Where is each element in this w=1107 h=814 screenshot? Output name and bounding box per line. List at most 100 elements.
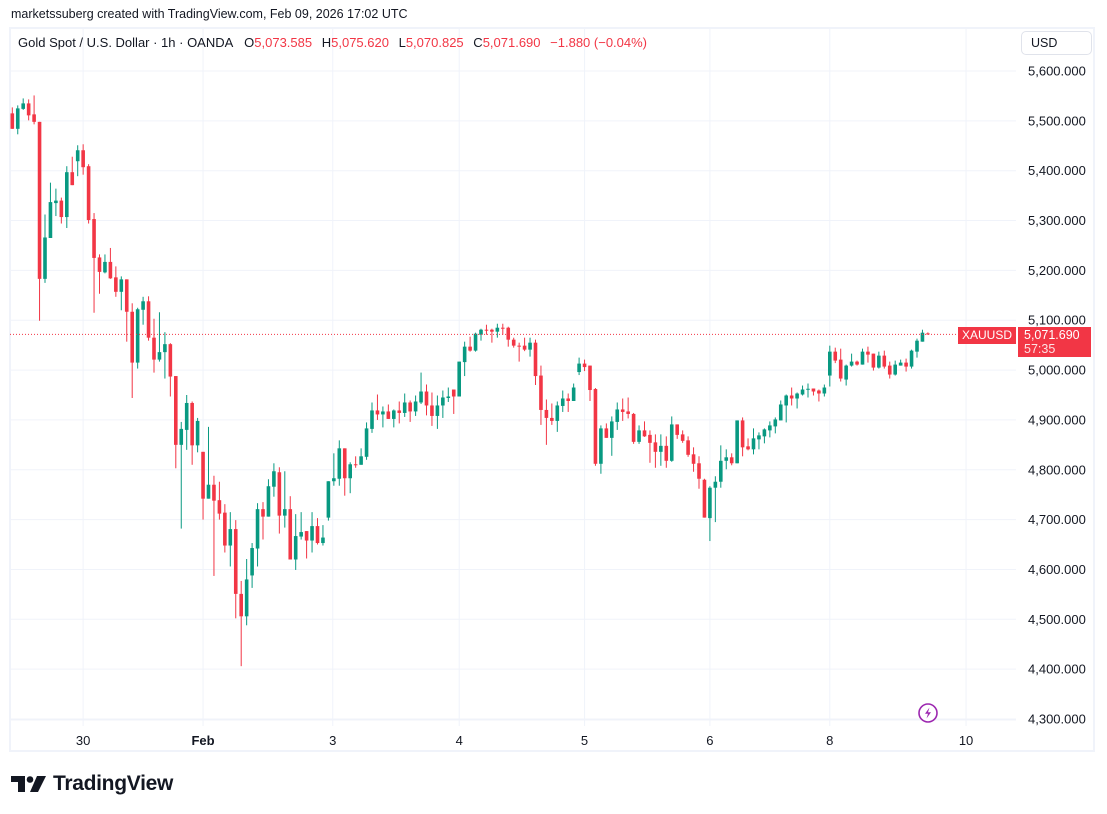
lightning-icon[interactable] xyxy=(918,703,938,723)
candle xyxy=(48,182,53,238)
candle-body xyxy=(375,410,380,415)
candle xyxy=(223,504,227,553)
candle-body xyxy=(702,479,707,518)
candle xyxy=(430,392,434,426)
candle-body xyxy=(152,337,156,360)
grid xyxy=(10,29,1016,726)
candle xyxy=(146,296,151,341)
candle-body xyxy=(135,309,140,363)
price-tick-label: 5,200.000 xyxy=(1028,263,1086,278)
time-tick-label: 10 xyxy=(959,733,973,748)
candle xyxy=(201,451,205,520)
price-tick-label: 5,600.000 xyxy=(1028,64,1086,79)
candle-body xyxy=(675,424,679,435)
candle xyxy=(926,332,930,335)
candle-body xyxy=(299,532,303,537)
candle-body xyxy=(326,481,331,518)
candle-body xyxy=(195,420,200,446)
candle-body xyxy=(48,202,53,238)
candle xyxy=(386,404,391,419)
candle xyxy=(501,323,505,335)
candle-body xyxy=(588,365,592,391)
candle xyxy=(261,502,265,540)
candle-body xyxy=(620,409,625,412)
last-price-symbol-label: XAUUSD xyxy=(958,327,1016,344)
candle xyxy=(686,436,690,457)
candle xyxy=(348,462,352,494)
candle-body xyxy=(773,419,778,427)
candle-body xyxy=(206,484,211,499)
candle xyxy=(708,486,712,542)
candle xyxy=(735,420,739,464)
candle-body xyxy=(904,362,908,367)
candle xyxy=(103,254,107,274)
candle-body xyxy=(789,395,794,399)
candle xyxy=(555,401,560,432)
candle-body xyxy=(691,454,696,464)
candle-body xyxy=(130,311,134,363)
candle-body xyxy=(648,434,652,443)
candle xyxy=(800,385,805,396)
candle xyxy=(43,214,47,283)
candle xyxy=(141,296,145,325)
candle-body xyxy=(402,402,407,413)
candle-body xyxy=(610,421,614,438)
candle xyxy=(571,383,576,401)
candle-body xyxy=(43,237,47,279)
candle-body xyxy=(511,339,516,346)
price-tick-label: 4,600.000 xyxy=(1028,562,1086,577)
candle-body xyxy=(560,398,565,406)
candle xyxy=(108,247,113,279)
candle xyxy=(359,448,363,465)
candle-body xyxy=(822,387,827,394)
candle-body xyxy=(15,108,20,129)
candle-body xyxy=(550,417,554,421)
candle-body xyxy=(571,387,576,401)
candle xyxy=(97,254,102,294)
candle xyxy=(887,361,892,379)
candle-body xyxy=(174,376,178,445)
tradingview-logo[interactable]: TradingView xyxy=(11,772,173,796)
close-value: 5,071.690 xyxy=(482,35,541,50)
candle xyxy=(528,337,532,357)
candle xyxy=(397,401,402,424)
candle-body xyxy=(462,346,467,363)
candle xyxy=(81,144,85,175)
candle-body xyxy=(838,359,843,379)
candle-body xyxy=(637,430,641,442)
candle-body xyxy=(261,509,265,517)
price-tick-label: 4,800.000 xyxy=(1028,462,1086,477)
candle-body xyxy=(441,397,445,406)
candle xyxy=(784,394,788,423)
candle-body xyxy=(310,526,314,541)
candle xyxy=(675,424,679,439)
candle xyxy=(599,425,603,474)
currency-button[interactable]: USD xyxy=(1021,31,1092,55)
candle xyxy=(811,388,816,396)
candle-body xyxy=(283,509,287,516)
candle-body xyxy=(342,448,347,479)
candle xyxy=(582,359,587,372)
candle-body xyxy=(490,329,494,332)
candle-body xyxy=(86,166,91,221)
candle xyxy=(21,98,25,110)
candle-body xyxy=(26,103,31,116)
candle-body xyxy=(795,393,799,399)
candle xyxy=(32,95,36,125)
candle-body xyxy=(277,472,282,516)
candle xyxy=(757,432,761,450)
candle-body xyxy=(582,363,587,368)
candle-body xyxy=(746,446,750,450)
candle xyxy=(135,307,140,369)
time-axis: 30 Feb 3 4 5 6 8 10 xyxy=(10,719,1016,748)
symbol-title[interactable]: Gold Spot / U.S. Dollar · 1h · OANDA xyxy=(18,35,234,50)
candle xyxy=(833,347,838,364)
candle-body xyxy=(724,457,729,461)
price-tick-label: 5,000.000 xyxy=(1028,363,1086,378)
time-tick-label: Feb xyxy=(191,733,214,748)
candle-body xyxy=(920,332,925,342)
candle xyxy=(15,105,20,135)
candle-body xyxy=(114,277,118,292)
candle xyxy=(152,318,156,373)
